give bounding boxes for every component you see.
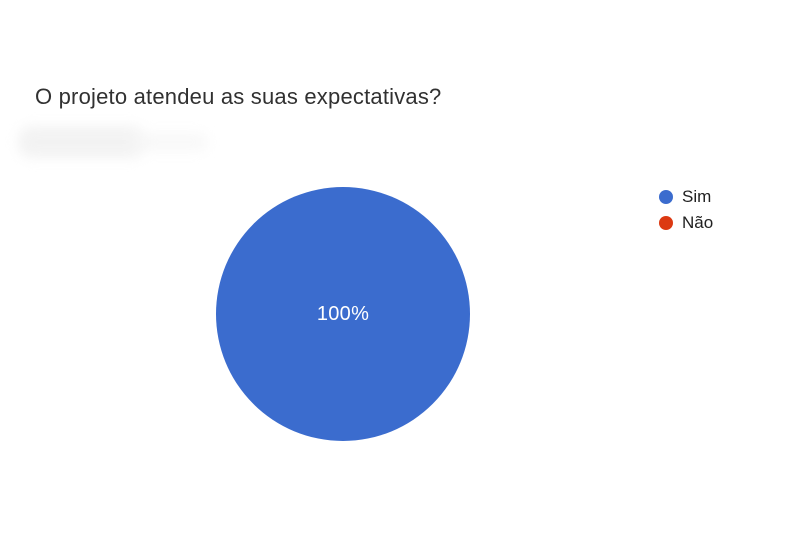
legend-label-sim: Sim bbox=[682, 187, 712, 206]
pie-chart[interactable]: 100% bbox=[216, 187, 470, 441]
blurred-response-count bbox=[18, 126, 208, 158]
legend-dot-sim-icon bbox=[659, 189, 673, 204]
question-title: O projeto atendeu as suas expectativas? bbox=[35, 84, 442, 109]
chart-legend: Sim Não bbox=[659, 186, 713, 233]
pie-percentage-label: 100% bbox=[316, 302, 370, 325]
legend-item-sim: Sim bbox=[659, 186, 713, 207]
legend-dot-nao-icon bbox=[659, 215, 673, 230]
legend-label-nao: Não bbox=[682, 213, 714, 232]
legend-item-nao: Não bbox=[659, 212, 713, 233]
